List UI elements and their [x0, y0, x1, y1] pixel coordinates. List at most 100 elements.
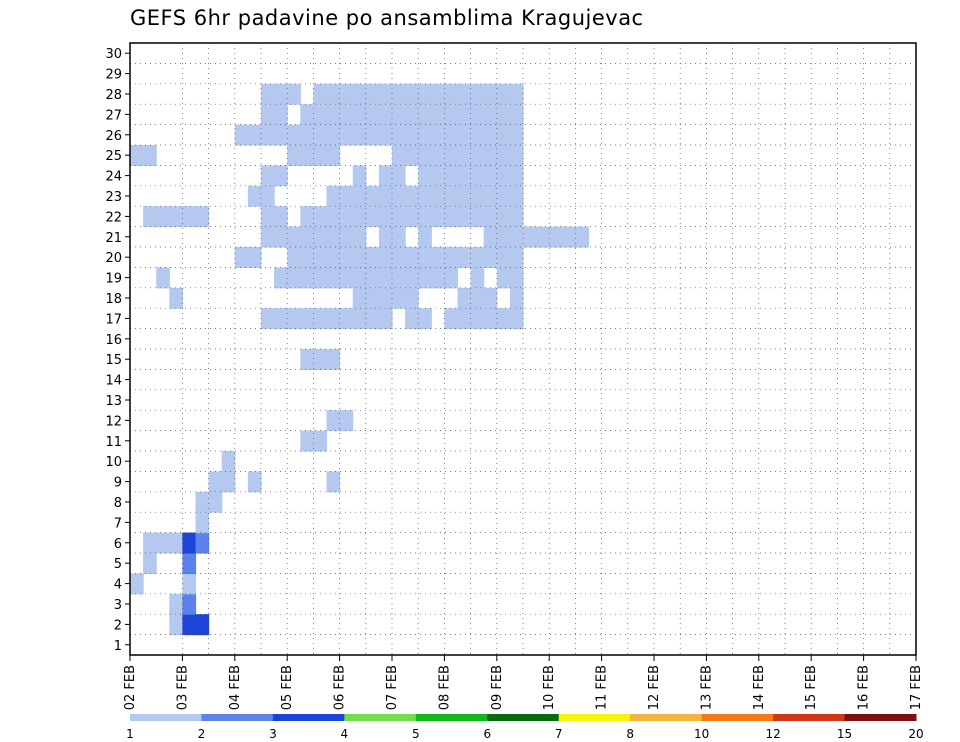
heatmap-cell [470, 165, 485, 187]
colorbar-label: 6 [483, 727, 491, 741]
heatmap-cell [169, 593, 183, 615]
colorbar-label: 15 [837, 727, 852, 741]
heatmap-cell [496, 83, 511, 105]
y-tick-label: 25 [105, 149, 122, 164]
heatmap-cell [352, 267, 367, 289]
heatmap-cell [444, 185, 459, 207]
heatmap-cell [483, 83, 498, 105]
heatmap-cell [326, 206, 341, 228]
heatmap-cell [431, 165, 445, 187]
heatmap-cell [313, 349, 328, 370]
heatmap-cell [405, 83, 419, 105]
heatmap-cell [392, 185, 406, 207]
y-tick-label: 28 [105, 88, 122, 103]
heatmap-cell [418, 226, 432, 248]
heatmap-cell [339, 83, 354, 105]
y-tick-label: 16 [105, 333, 122, 348]
heatmap-cell [549, 226, 563, 248]
heatmap-cell [326, 185, 341, 207]
heatmap-cell [339, 124, 354, 146]
heatmap-cell [483, 185, 498, 207]
heatmap-cell [156, 532, 170, 554]
heatmap-cell [405, 104, 419, 126]
heatmap-cell [300, 124, 314, 146]
heatmap-cell [509, 124, 524, 146]
y-tick-label: 4 [114, 578, 122, 593]
heatmap-cell [483, 206, 498, 228]
colorbar-swatch [844, 714, 917, 721]
heatmap-cell [261, 104, 275, 126]
heatmap-cell [221, 471, 236, 493]
heatmap-cell [536, 226, 550, 248]
heatmap-cell [392, 287, 406, 309]
heatmap-cell [169, 532, 183, 554]
heatmap-cell [378, 287, 393, 309]
heatmap-cell [208, 491, 223, 513]
heatmap-cell [470, 104, 485, 126]
heatmap-cell [352, 83, 367, 105]
heatmap-cell [418, 267, 432, 289]
heatmap-cell [457, 104, 472, 126]
heatmap-cell [431, 124, 445, 146]
heatmap-cell [405, 308, 419, 330]
heatmap-cell [182, 206, 197, 228]
x-tick-label: 06 FEB [333, 665, 348, 710]
heatmap-cell [470, 287, 485, 309]
heatmap-cell [365, 104, 380, 126]
colorbar-label: 7 [555, 727, 563, 741]
heatmap-cell [509, 308, 524, 330]
heatmap-cell [352, 206, 367, 228]
y-tick-label: 20 [105, 251, 122, 266]
heatmap-cell [483, 145, 498, 166]
colorbar-swatch [272, 714, 345, 721]
heatmap-cell [575, 226, 590, 248]
y-tick-label: 27 [105, 108, 122, 123]
heatmap-cell [365, 206, 380, 228]
x-tick-label: 13 FEB [699, 665, 714, 710]
y-tick-label: 17 [105, 312, 122, 327]
heatmap-cell [143, 206, 157, 228]
heatmap-cell [470, 247, 485, 268]
heatmap-cell [470, 124, 485, 146]
heatmap-cell [378, 124, 393, 146]
heatmap-cell [195, 614, 210, 636]
heatmap-cell [313, 104, 328, 126]
heatmap-cell [418, 247, 432, 268]
heatmap-cell [431, 267, 445, 289]
y-tick-label: 5 [114, 557, 122, 572]
x-tick-label: 15 FEB [804, 665, 819, 710]
heatmap-cell [457, 206, 472, 228]
heatmap-cell [418, 83, 432, 105]
heatmap-cell [444, 267, 459, 289]
cells-layer [130, 83, 590, 636]
heatmap-cell [247, 124, 262, 146]
heatmap-cell [339, 104, 354, 126]
colorbar-label: 5 [412, 727, 420, 741]
heatmap-cell [247, 247, 262, 268]
heatmap-cell [365, 308, 380, 330]
heatmap-cell [326, 410, 341, 432]
heatmap-cell [470, 206, 485, 228]
heatmap-cell [352, 287, 367, 309]
heatmap-cell [509, 226, 524, 248]
heatmap-cell [339, 308, 354, 330]
heatmap-cell [470, 83, 485, 105]
colorbar-label: 3 [269, 727, 277, 741]
y-tick-label: 11 [105, 435, 122, 450]
y-tick-label: 6 [114, 537, 122, 552]
y-tick-label: 9 [114, 476, 122, 491]
heatmap-cell [313, 145, 328, 166]
colorbar-swatch [130, 714, 202, 721]
heatmap-cell [326, 267, 341, 289]
heatmap-cell [365, 267, 380, 289]
heatmap-cell [274, 206, 288, 228]
heatmap-cell [143, 553, 157, 574]
heatmap-cell [287, 145, 301, 166]
heatmap-cell [392, 267, 406, 289]
heatmap-cell [378, 185, 393, 207]
heatmap-cell [392, 247, 406, 268]
heatmap-cell [365, 124, 380, 146]
heatmap-cell [457, 145, 472, 166]
heatmap-cell [378, 165, 393, 187]
heatmap-cell [378, 206, 393, 228]
